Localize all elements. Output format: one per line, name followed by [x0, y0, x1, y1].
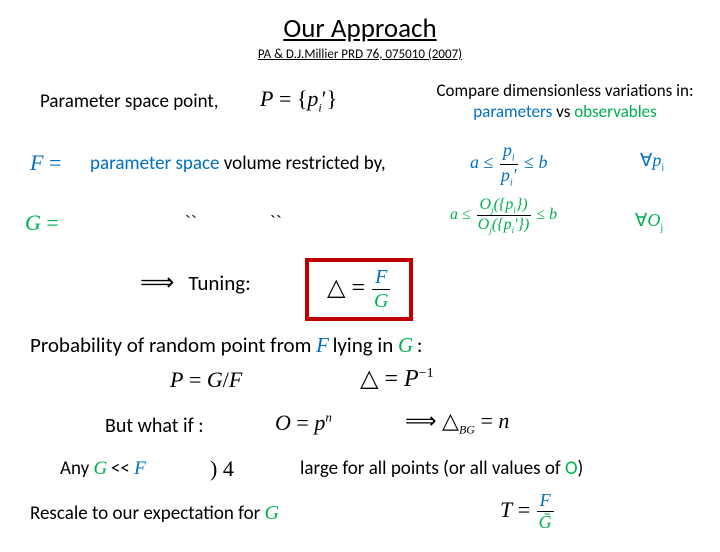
prob-text-c: : — [417, 332, 423, 358]
ditto-2: `` — [270, 212, 282, 232]
any-lt: << — [111, 457, 134, 480]
prob-text-a: Probability of random point from — [30, 332, 316, 358]
f-condition: a ≤ pipi′ ≤ b — [470, 152, 548, 172]
implies-bg-n: ⟹ △BG = n — [405, 408, 509, 433]
large-end: ) — [578, 457, 584, 480]
implies-icon: ⟹ — [140, 268, 174, 297]
g-equals: G = — [25, 210, 59, 235]
slide-title: Our Approach — [0, 12, 720, 45]
param-space-label: Parameter space point, — [40, 90, 218, 113]
large-text: large for all points (or all values of — [300, 457, 565, 480]
tuning-formula: △ = FG — [327, 266, 391, 313]
large-O: O — [565, 457, 578, 480]
forall-pi: ∀pi — [640, 150, 664, 170]
compare-obs: observables — [574, 101, 657, 122]
param-space-formula: P = {pi′} — [260, 86, 337, 111]
prob-F: F — [316, 333, 329, 357]
compare-line-a: Compare dimensionless variations in: — [420, 80, 710, 101]
but-what-if: But what if : — [105, 414, 204, 438]
citation: PA & D.J.Millier PRD 76, 075010 (2007) — [0, 47, 720, 62]
p-eq-gf: P = G/F — [170, 367, 242, 392]
f-equals: F = — [30, 150, 61, 175]
tuning-label: Tuning: — [188, 270, 250, 296]
any-label: Any — [60, 457, 94, 480]
param-space-text: parameter space — [90, 152, 219, 175]
t-formula: T = FḠ — [500, 497, 555, 522]
rescale-text: Rescale to our expectation for — [30, 502, 265, 525]
compare-vs: vs — [552, 101, 574, 122]
bracket-4: ) 4 — [210, 456, 234, 481]
prob-text-b: lying in — [333, 332, 398, 358]
ditto-1: `` — [185, 212, 197, 232]
prob-G: G — [398, 333, 413, 357]
forall-oj: ∀Oj — [635, 210, 663, 230]
g-condition: a ≤ Oj({pi})Oj({pi′}) ≤ b — [450, 206, 557, 223]
compare-params: parameters — [473, 101, 552, 122]
o-eq-pn: O = pn — [275, 410, 332, 435]
rescale-G: G — [265, 502, 279, 524]
volume-restricted: volume restricted by, — [219, 152, 385, 175]
tri-eq-pinv: △ = P−1 — [360, 366, 434, 392]
any-F: F — [134, 458, 146, 479]
any-G: G — [94, 458, 108, 479]
